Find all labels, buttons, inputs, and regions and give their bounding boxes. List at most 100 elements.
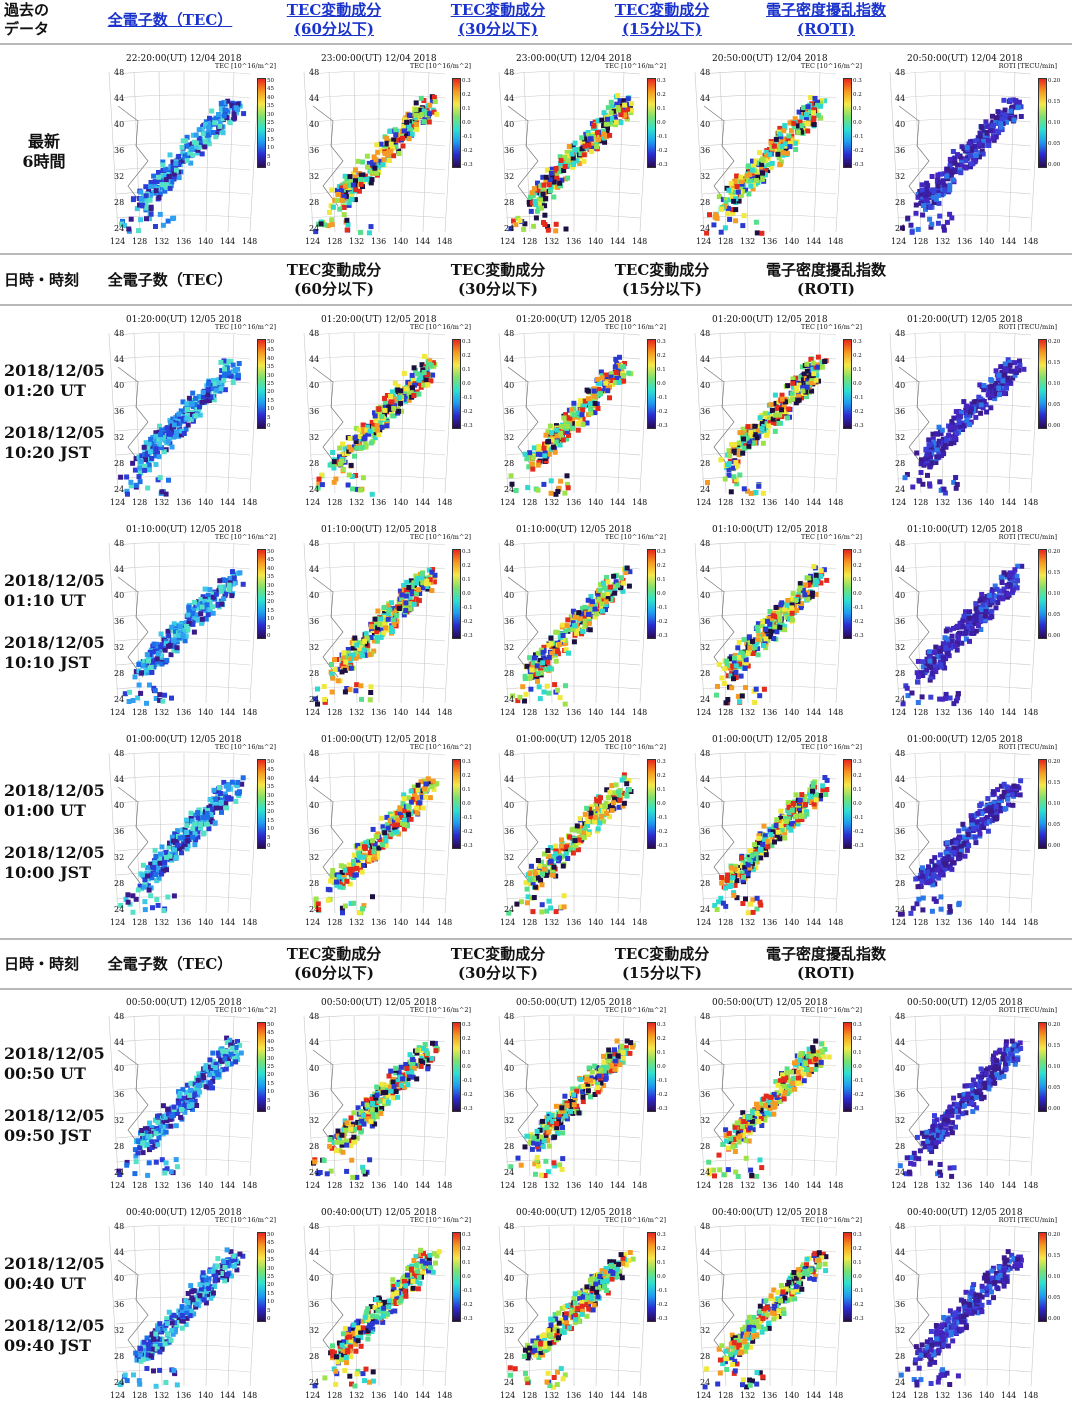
map-panel-dtec15[interactable]: 00:50:00(UT) 12/05 2018 TEC [10^16/m^2] 0.… (694, 998, 866, 1190)
map-panel-dtec60[interactable]: 01:20:00(UT) 12/05 2018 TEC [10^16/m^2] 0.… (303, 315, 475, 507)
map-panel-tec[interactable]: 00:40:00(UT) 12/05 2018 TEC [10^16/m^2] 50… (108, 1208, 280, 1400)
colorbar-tick: 0.2 (853, 1246, 862, 1252)
map-panel-tec[interactable]: 01:00:00(UT) 12/05 2018 TEC [10^16/m^2] 50… (108, 735, 280, 927)
link-tec[interactable]: 全電子数（TEC） (107, 10, 233, 29)
lat-label: 36 (309, 617, 320, 626)
lat-label: 44 (700, 565, 711, 574)
colorbar-tick: 0.1 (462, 1050, 471, 1056)
header-link-dtec15[interactable]: TEC変動成分 (15分以下) (580, 1, 744, 39)
map-panel-dtec15[interactable]: 01:20:00(UT) 12/05 2018 TEC [10^16/m^2] 0.… (694, 315, 866, 507)
colorbar-tick: 45 (267, 86, 274, 93)
map-panel-dtec15[interactable]: 01:00:00(UT) 12/05 2018 TEC [10^16/m^2] 0.… (694, 735, 866, 927)
map-panel-dtec30[interactable]: 23:00:00(UT) 12/04 2018 TEC [10^16/m^2] 0.… (498, 54, 670, 246)
map-panel-dtec30[interactable]: 01:20:00(UT) 12/05 2018 TEC [10^16/m^2] 0.… (498, 315, 670, 507)
map-panel-roti[interactable]: 01:20:00(UT) 12/05 2018 ROTI [TECU/min] 0.… (889, 315, 1061, 507)
colorbar-tick: 5 (267, 1307, 271, 1314)
colorbar-unit: TEC [10^16/m^2] (800, 62, 862, 70)
link-dtec30[interactable]: TEC変動成分 (30分以下) (450, 1, 546, 38)
lon-label: 136 (566, 237, 582, 246)
lat-label: 44 (114, 775, 125, 784)
colorbar-tick: 35 (267, 103, 274, 110)
colorbar-tick: 10 (267, 1089, 274, 1096)
lat-label: 48 (309, 68, 320, 77)
map-timestamp: 00:50:00(UT) 12/05 2018 (712, 998, 828, 1008)
lat-label: 28 (504, 198, 515, 207)
map-plot (303, 541, 453, 707)
map-timestamp: 01:10:00(UT) 12/05 2018 (516, 525, 632, 535)
colorbar-tick: 35 (267, 364, 274, 371)
header-link-roti[interactable]: 電子密度擾乱指数 (ROTI) (744, 1, 908, 39)
map-timestamp: 00:50:00(UT) 12/05 2018 (907, 998, 1023, 1008)
lat-label: 32 (895, 1326, 906, 1335)
lon-label: 140 (784, 498, 800, 507)
colorbar-tick: 0.20 (1048, 549, 1061, 555)
lat-label: 48 (309, 329, 320, 338)
lat-label: 28 (114, 198, 125, 207)
header-link-dtec30[interactable]: TEC変動成分 (30分以下) (416, 1, 580, 39)
colorbar (647, 759, 656, 849)
colorbar-ticks: 0.20 0.15 0.10 0.05 0.00 (1048, 1022, 1060, 1112)
ut-date: 2018/12/05 (4, 1044, 105, 1063)
header-link-tec[interactable]: 全電子数（TEC） (88, 11, 252, 30)
map-panel-dtec60[interactable]: 00:50:00(UT) 12/05 2018 TEC [10^16/m^2] 0.… (303, 998, 475, 1190)
lat-label: 40 (895, 381, 906, 390)
header-link-dtec60[interactable]: TEC変動成分 (60分以下) (252, 1, 416, 39)
map-panel-dtec60[interactable]: 01:00:00(UT) 12/05 2018 TEC [10^16/m^2] 0.… (303, 735, 475, 927)
colorbar-tick: 0.2 (462, 92, 471, 98)
map-plot (498, 751, 648, 916)
map-panel-dtec15[interactable]: 00:40:00(UT) 12/05 2018 TEC [10^16/m^2] 0.… (694, 1208, 866, 1400)
lat-label: 24 (895, 695, 906, 704)
lat-label: 24 (895, 1168, 906, 1177)
lat-label: 32 (504, 1116, 515, 1125)
map-panel-roti[interactable]: 01:00:00(UT) 12/05 2018 ROTI [TECU/min] 0.… (889, 735, 1061, 927)
lat-label: 44 (700, 775, 711, 784)
map-panel-roti[interactable]: 20:50:00(UT) 12/04 2018 ROTI [TECU/min] 0.… (889, 54, 1061, 246)
colorbar-ticks: 50 45 40 35 30 25 20 15 10 5 0 (267, 549, 279, 639)
lat-label: 36 (114, 1300, 125, 1309)
map-panel-tec[interactable]: 01:20:00(UT) 12/05 2018 TEC [10^16/m^2] 50… (108, 315, 280, 507)
link-dtec15[interactable]: TEC変動成分 (15分以下) (614, 1, 710, 38)
map-timestamp: 00:50:00(UT) 12/05 2018 (516, 998, 632, 1008)
colorbar-tick: -0.3 (853, 1106, 864, 1112)
lon-label: 144 (1001, 498, 1017, 507)
lon-label: 132 (154, 1391, 170, 1400)
colorbar-tick: 50 (267, 78, 274, 84)
colorbar (257, 759, 266, 849)
map-panel-dtec60[interactable]: 23:00:00(UT) 12/04 2018 TEC [10^16/m^2] 0.… (303, 54, 475, 246)
lon-label: 124 (696, 918, 712, 927)
map-panel-dtec15[interactable]: 01:10:00(UT) 12/05 2018 TEC [10^16/m^2] 0.… (694, 525, 866, 717)
lon-label: 124 (110, 498, 126, 507)
lat-label: 44 (895, 355, 906, 364)
colorbar-tick: 40 (267, 1248, 274, 1255)
map-panel-dtec60[interactable]: 01:10:00(UT) 12/05 2018 TEC [10^16/m^2] 0.… (303, 525, 475, 717)
map-panel-dtec30[interactable]: 00:50:00(UT) 12/05 2018 TEC [10^16/m^2] 0.… (498, 998, 670, 1190)
map-panel-roti[interactable]: 00:40:00(UT) 12/05 2018 ROTI [TECU/min] 0.… (889, 1208, 1061, 1400)
colorbar-tick: 0.0 (853, 1064, 862, 1070)
map-panel-dtec15[interactable]: 20:50:00(UT) 12/04 2018 TEC [10^16/m^2] 0.… (694, 54, 866, 246)
colorbar-tick: 0.3 (657, 1022, 666, 1028)
link-dtec60[interactable]: TEC変動成分 (60分以下) (286, 1, 382, 38)
link-roti[interactable]: 電子密度擾乱指数 (ROTI) (765, 1, 886, 38)
lat-label: 40 (895, 120, 906, 129)
lat-label: 28 (114, 669, 125, 678)
lat-label: 36 (895, 1090, 906, 1099)
lat-label: 24 (504, 1378, 515, 1387)
lat-label: 44 (895, 775, 906, 784)
colorbar-tick: 0.0 (657, 1274, 666, 1280)
lon-label: 124 (110, 708, 126, 717)
map-panel-tec[interactable]: 22:20:00(UT) 12/04 2018 TEC [10^16/m^2] 50… (108, 54, 280, 246)
map-panel-tec[interactable]: 01:10:00(UT) 12/05 2018 TEC [10^16/m^2] 50… (108, 525, 280, 717)
map-plot (108, 1014, 258, 1178)
lon-label: 132 (935, 498, 951, 507)
lat-label: 36 (504, 1090, 515, 1099)
map-panel-dtec30[interactable]: 00:40:00(UT) 12/05 2018 TEC [10^16/m^2] 0.… (498, 1208, 670, 1400)
map-plot (694, 70, 844, 236)
map-panel-tec[interactable]: 00:50:00(UT) 12/05 2018 TEC [10^16/m^2] 50… (108, 998, 280, 1190)
map-panel-roti[interactable]: 01:10:00(UT) 12/05 2018 ROTI [TECU/min] 0.… (889, 525, 1061, 717)
map-panel-roti[interactable]: 00:50:00(UT) 12/05 2018 ROTI [TECU/min] 0.… (889, 998, 1061, 1190)
map-panel-dtec30[interactable]: 01:10:00(UT) 12/05 2018 TEC [10^16/m^2] 0.… (498, 525, 670, 717)
map-panel-dtec30[interactable]: 01:00:00(UT) 12/05 2018 TEC [10^16/m^2] 0.… (498, 735, 670, 927)
map-timestamp: 01:20:00(UT) 12/05 2018 (516, 315, 632, 325)
colorbar-tick: 0.3 (853, 549, 862, 555)
map-panel-dtec60[interactable]: 00:40:00(UT) 12/05 2018 TEC [10^16/m^2] 0.… (303, 1208, 475, 1400)
